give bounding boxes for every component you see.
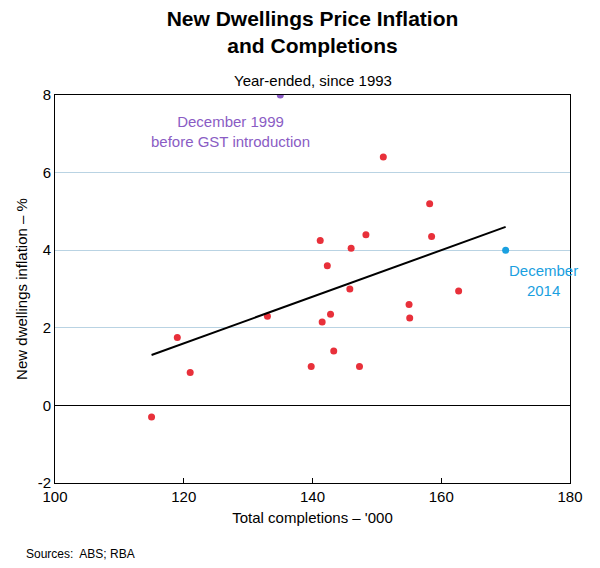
svg-text:December 1999before GST introd: December 1999before GST introduction (151, 113, 310, 150)
svg-text:160: 160 (429, 488, 454, 505)
svg-text:140: 140 (300, 488, 325, 505)
svg-text:December2014: December2014 (509, 262, 578, 299)
svg-text:2: 2 (43, 319, 51, 336)
svg-text:New Dwellings Price Inflationa: New Dwellings Price Inflationand Complet… (167, 7, 459, 57)
svg-text:Sources: ABS; RBA: Sources: ABS; RBA (26, 547, 135, 561)
svg-text:-2: -2 (38, 474, 51, 491)
svg-text:6: 6 (43, 164, 51, 181)
svg-text:100: 100 (42, 488, 67, 505)
svg-text:Total completions – '000: Total completions – '000 (232, 509, 392, 526)
svg-text:New dwellings inflation – %: New dwellings inflation – % (13, 198, 30, 380)
svg-text:0: 0 (43, 397, 51, 414)
svg-text:180: 180 (557, 488, 582, 505)
svg-text:Year-ended, since 1993: Year-ended, since 1993 (234, 72, 392, 89)
svg-text:8: 8 (43, 86, 51, 103)
svg-text:4: 4 (43, 241, 51, 258)
svg-text:120: 120 (171, 488, 196, 505)
